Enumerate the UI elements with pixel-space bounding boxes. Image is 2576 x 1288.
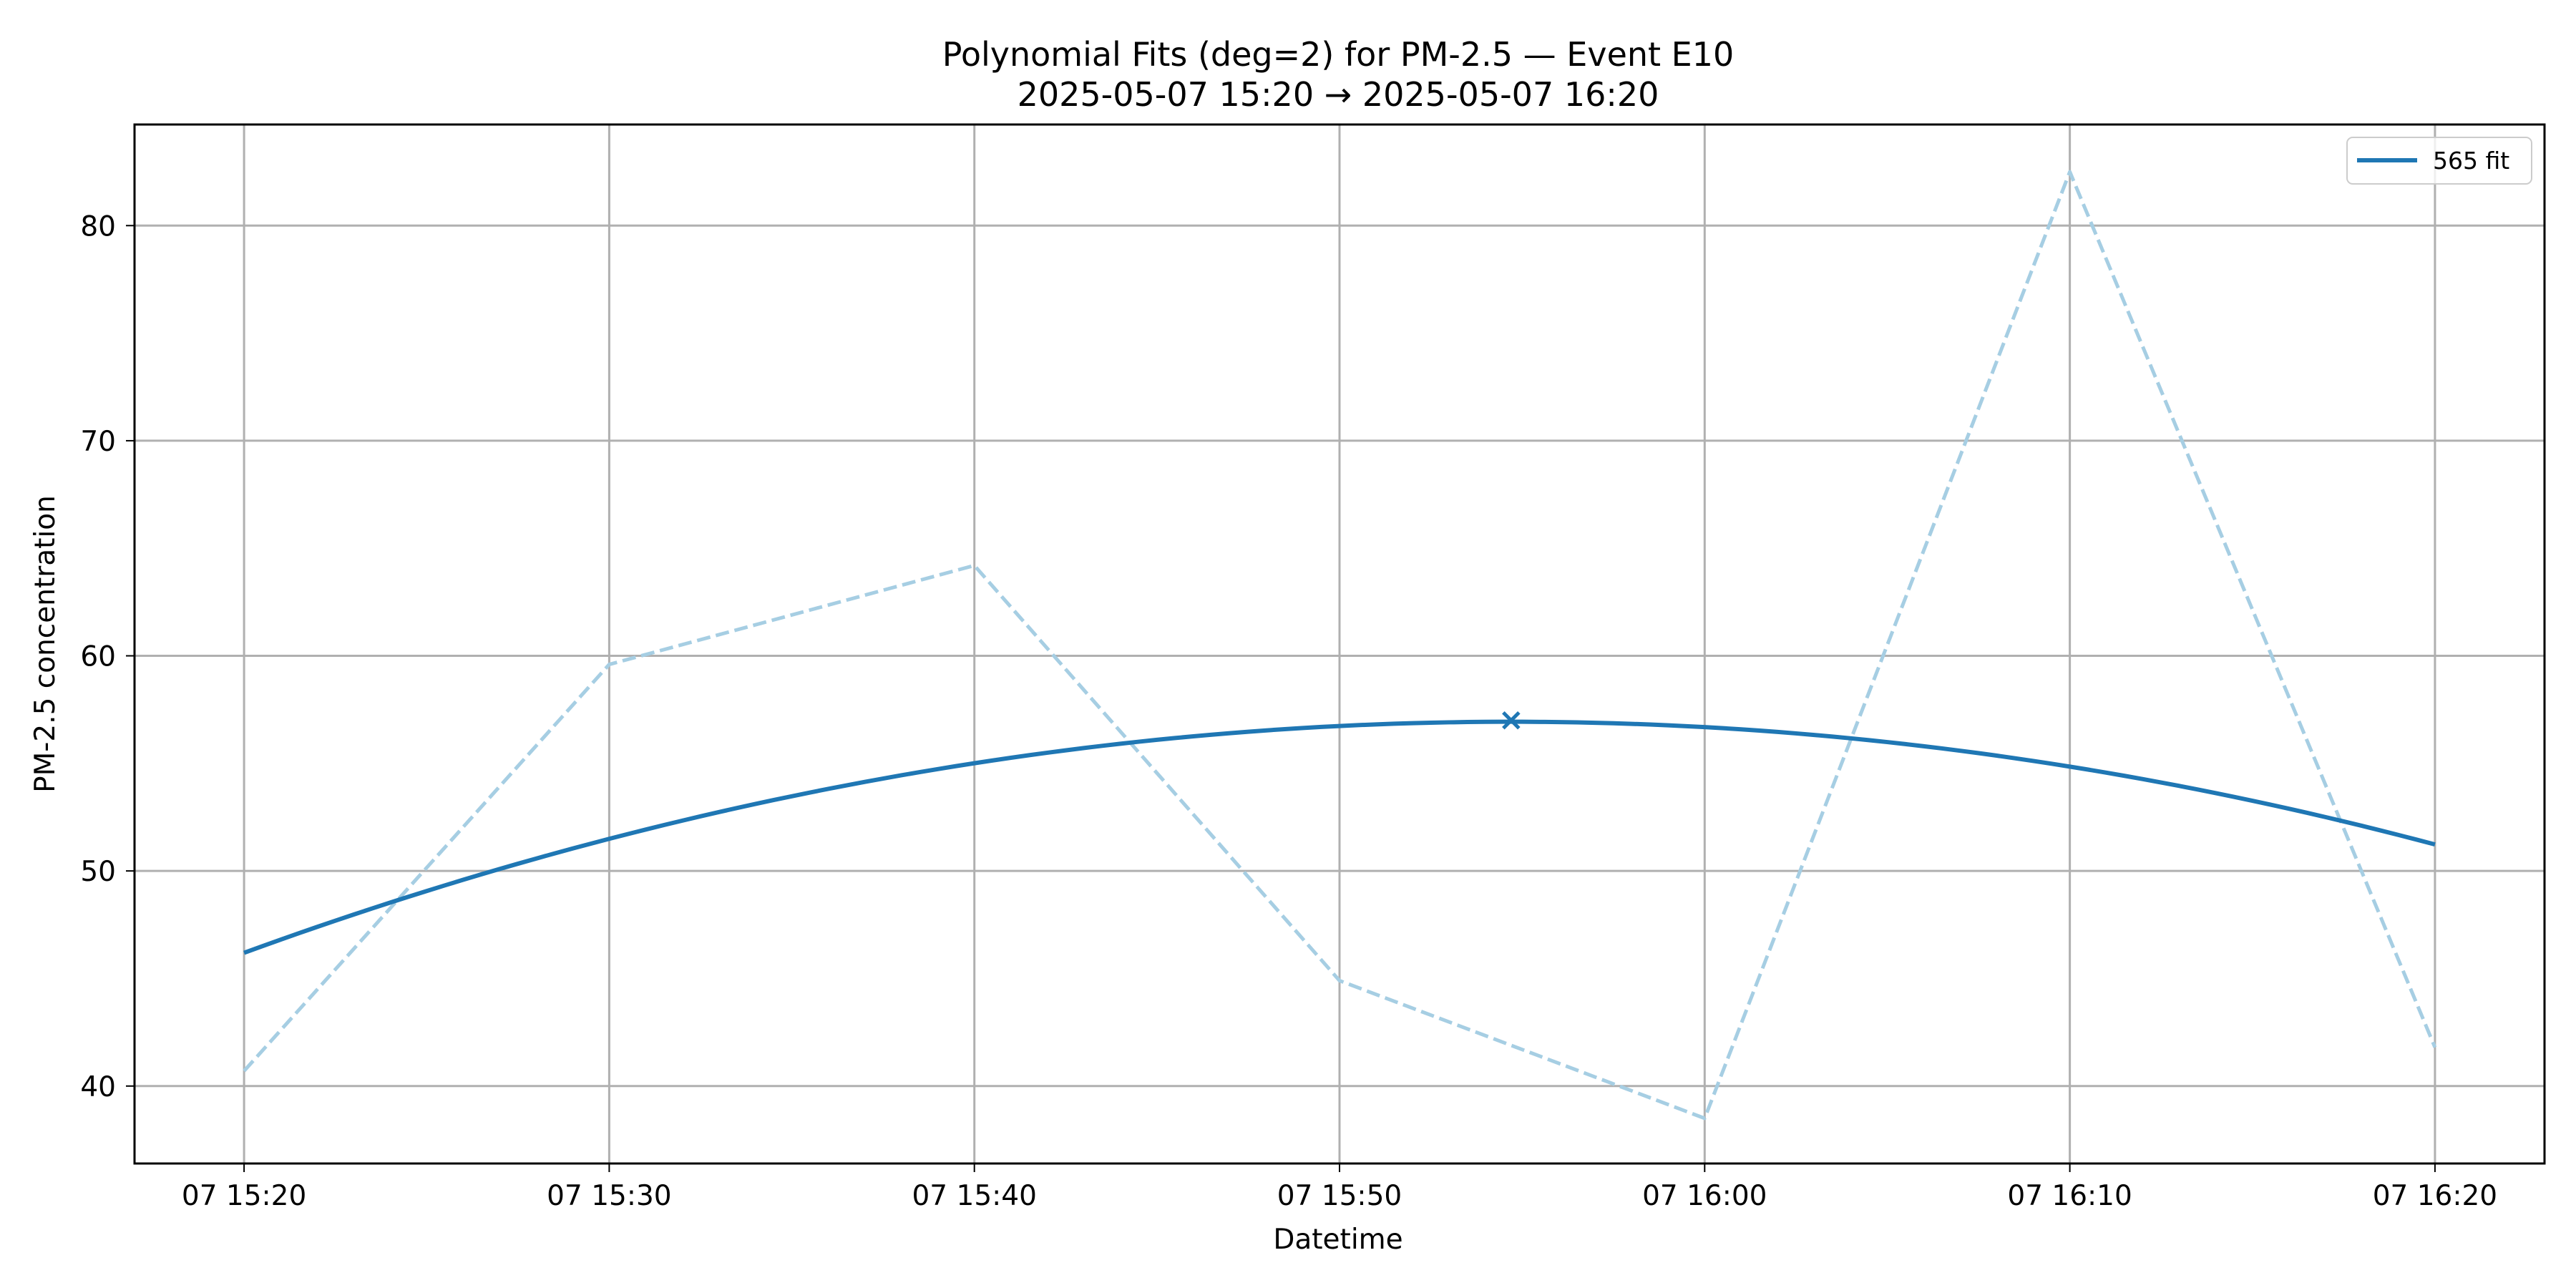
vertex-marker-stroke — [1502, 711, 1521, 730]
legend-entry-fit: 565 fit — [2433, 147, 2509, 175]
legend-box — [2346, 137, 2532, 185]
grid-lines — [135, 125, 2545, 1163]
chart-subtitle: 2025-05-07 15:20 → 2025-05-07 16:20 — [1018, 75, 1659, 114]
y-tick-label: 80 — [80, 210, 116, 243]
vertex-marker — [1502, 711, 1521, 730]
y-tick-label: 70 — [80, 426, 116, 458]
y-tick-label: 50 — [80, 856, 116, 888]
y-axis-ticks: 40 50 60 70 80 — [80, 210, 135, 1103]
x-tick-label: 07 16:00 — [1642, 1180, 1767, 1212]
legend: 565 fit — [2346, 137, 2532, 185]
x-tick-label: 07 15:20 — [182, 1180, 306, 1212]
x-tick-label: 07 15:40 — [912, 1180, 1036, 1212]
y-axis-label: PM-2.5 concentration — [29, 495, 62, 793]
series-line-observed — [243, 170, 2437, 1121]
x-tick-label: 07 15:30 — [547, 1180, 671, 1212]
x-axis-label: Datetime — [1273, 1224, 1402, 1256]
series-lines — [243, 170, 2437, 1121]
y-tick-label: 60 — [80, 641, 116, 673]
y-tick-label: 40 — [80, 1071, 116, 1103]
x-tick-label: 07 15:50 — [1277, 1180, 1402, 1212]
x-tick-label: 07 16:10 — [2007, 1180, 2132, 1212]
annotation-markers — [1502, 711, 1521, 730]
x-tick-label: 07 16:20 — [2373, 1180, 2497, 1212]
x-axis-ticks: 07 15:20 07 15:30 07 15:40 07 15:50 07 16:00… — [182, 1163, 2497, 1212]
chart-title: Polynomial Fits (deg=2) for PM-2.5 — Eve… — [942, 35, 1735, 74]
series-line-565-fit — [243, 719, 2436, 955]
